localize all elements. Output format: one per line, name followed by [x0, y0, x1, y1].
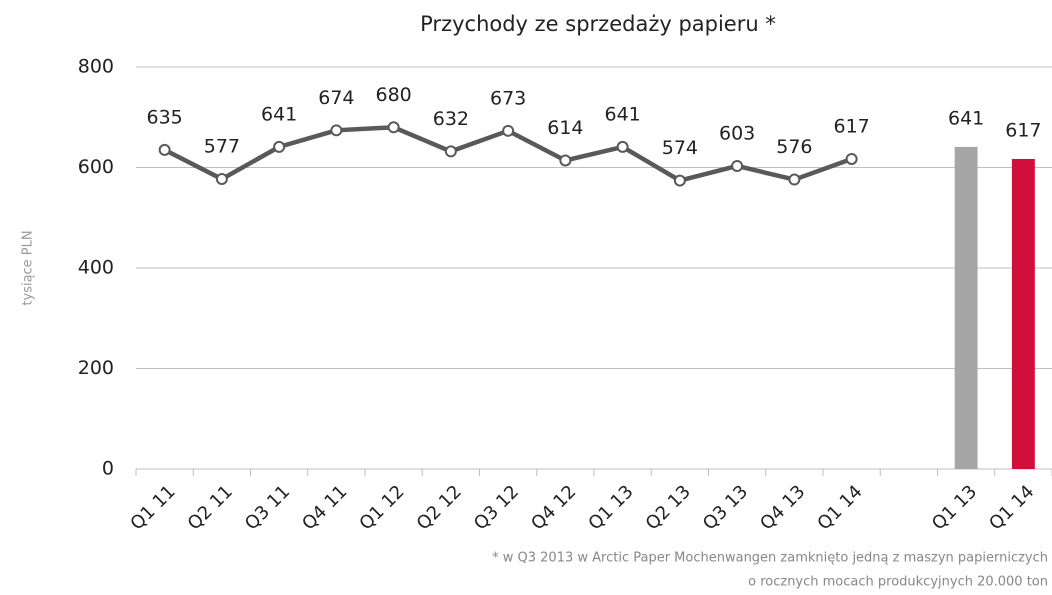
- x-tick-label: Q4 11: [298, 481, 351, 534]
- marker: [731, 159, 744, 172]
- data-label: 576: [776, 136, 812, 158]
- marker: [788, 173, 801, 186]
- marker: [845, 152, 858, 165]
- marker: [559, 154, 572, 167]
- marker: [502, 124, 515, 137]
- y-axis-label: tysiące PLN: [21, 230, 36, 305]
- data-label: 632: [433, 108, 469, 130]
- chart-title: Przychody ze sprzedaży papieru *: [420, 12, 776, 36]
- marker: [273, 140, 286, 153]
- marker: [158, 143, 171, 156]
- x-tick-label: Q4 13: [756, 481, 809, 534]
- x-tick-label: Q2 12: [413, 481, 466, 534]
- x-tick-label: Q1 14: [813, 481, 866, 534]
- data-label: 614: [547, 117, 583, 139]
- x-tick-label: Q1 11: [126, 481, 179, 534]
- y-tick-label: 400: [78, 257, 114, 279]
- data-label: 603: [719, 122, 755, 144]
- x-tick-label: Q4 12: [527, 481, 580, 534]
- data-label: 674: [318, 87, 354, 109]
- y-tick-label: 600: [78, 156, 114, 178]
- x-tick-label: Q1 12: [355, 481, 408, 534]
- data-label: 617: [1005, 119, 1041, 141]
- data-label: 617: [833, 115, 869, 137]
- data-label: 574: [662, 137, 698, 159]
- data-label: 641: [948, 107, 984, 129]
- marker: [673, 174, 686, 187]
- marker: [387, 121, 400, 134]
- y-tick-label: 800: [78, 56, 114, 78]
- marker: [330, 124, 343, 137]
- y-tick-label: 0: [102, 458, 114, 480]
- marker: [444, 145, 457, 158]
- marker: [616, 140, 629, 153]
- x-tick-label: Q2 11: [184, 481, 237, 534]
- y-tick-label: 200: [78, 357, 114, 379]
- x-tick-label: Q1 14: [985, 481, 1038, 534]
- x-tick-label: Q1 13: [584, 481, 637, 534]
- x-tick-label: Q2 13: [642, 481, 695, 534]
- data-label: 577: [204, 136, 240, 158]
- x-tick-label: Q3 12: [470, 481, 523, 534]
- data-label: 680: [375, 84, 411, 106]
- data-label: 673: [490, 87, 526, 109]
- data-label: 635: [146, 106, 182, 128]
- bar: [1011, 158, 1035, 469]
- footnote: * w Q3 2013 w Arctic Paper Mochenwangen …: [492, 551, 1048, 566]
- x-tick-label: Q1 13: [928, 481, 981, 534]
- marker: [215, 173, 228, 186]
- data-label: 641: [261, 103, 297, 125]
- x-tick-label: Q3 13: [699, 481, 752, 534]
- data-label: 641: [604, 103, 640, 125]
- footnote: o rocznych mocach produkcyjnych 20.000 t…: [748, 575, 1048, 590]
- x-tick-label: Q3 11: [241, 481, 294, 534]
- bar: [954, 146, 978, 469]
